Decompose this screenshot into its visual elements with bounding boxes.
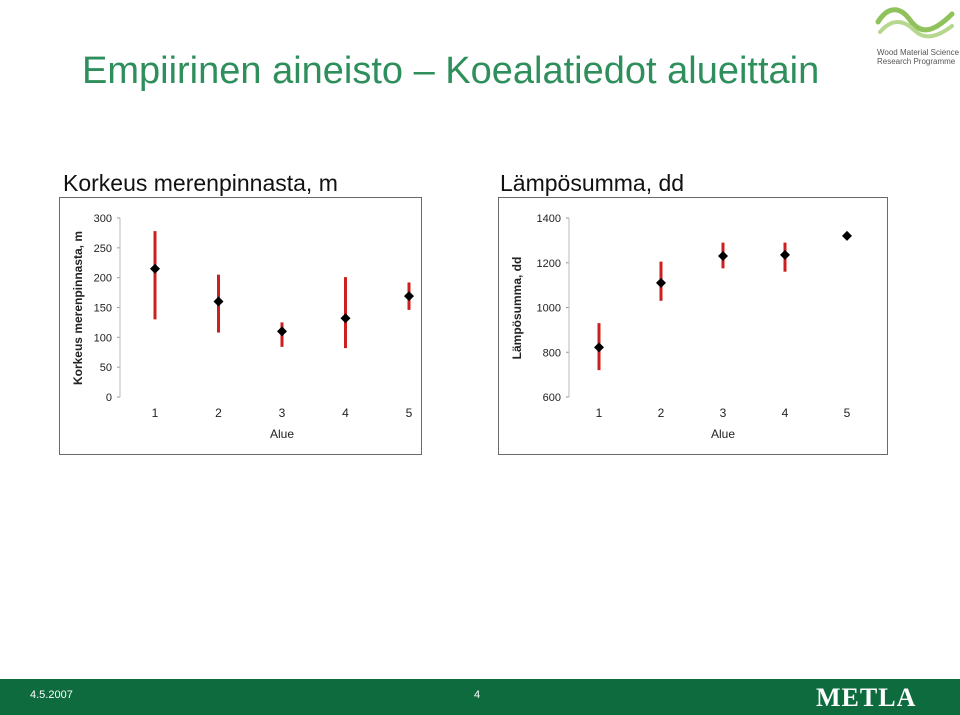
- y-tick-label: 1200: [537, 258, 561, 270]
- y-tick-label: 800: [543, 347, 561, 359]
- chart-heading-heatsum: Lämpösumma, dd: [500, 170, 685, 196]
- data-point: [594, 342, 604, 353]
- y-tick-label: 600: [543, 392, 561, 404]
- data-point: [213, 296, 224, 307]
- page-title: Empiirinen aineisto – Koealatiedot aluei…: [82, 50, 820, 92]
- y-tick-label: 0: [106, 392, 112, 404]
- x-tick-label: 1: [152, 406, 159, 420]
- x-tick-label: 5: [844, 406, 851, 420]
- footer-brand-logo: METLA: [816, 683, 917, 712]
- footer-page-number: 4: [474, 689, 481, 701]
- y-tick-label: 150: [94, 303, 112, 315]
- data-point: [842, 230, 852, 241]
- data-point: [150, 263, 160, 274]
- data-point: [340, 313, 351, 324]
- data-point: [404, 291, 414, 302]
- y-tick-label: 100: [94, 332, 112, 344]
- chart-heading-elevation: Korkeus merenpinnasta, m: [63, 170, 338, 196]
- y-axis-label: Korkeus merenpinnasta, m: [71, 231, 85, 385]
- x-tick-label: 4: [782, 406, 789, 420]
- x-axis-label: Alue: [270, 427, 294, 441]
- elevation-chart: 0 50 100 150 200 250 300 1 2 3 4 5 Alue Korkeus meren…: [71, 213, 414, 441]
- y-tick-label: 200: [94, 273, 112, 285]
- chart-panel-elevation: 0 50 100 150 200 250 300 1 2 3 4 5 Alue Korkeus meren…: [59, 197, 422, 455]
- footer-bar: 4.5.2007 4 METLA: [0, 679, 960, 715]
- y-tick-label: 1400: [537, 213, 561, 225]
- logo-line-2: Research Programme: [877, 57, 956, 66]
- y-tick-label: 50: [100, 362, 112, 374]
- logo-text: Wood Material Science Research Programme: [877, 48, 959, 66]
- x-tick-label: 3: [720, 406, 727, 420]
- footer-date: 4.5.2007: [30, 689, 73, 701]
- data-point: [718, 251, 728, 262]
- logo-line-1: Wood Material Science: [877, 48, 960, 57]
- y-tick-label: 300: [94, 213, 112, 225]
- heatsum-chart: 600 800 1000 1200 1400 1 2 3 4 5 Alue Lämpösumma, d…: [510, 213, 852, 441]
- x-tick-label: 2: [215, 406, 222, 420]
- y-axis-label: Lämpösumma, dd: [510, 257, 524, 360]
- y-tick-label: 250: [94, 243, 112, 255]
- data-point: [780, 249, 790, 260]
- wave-logo-icon: [875, 7, 955, 39]
- data-point: [656, 277, 666, 288]
- x-tick-label: 3: [279, 406, 286, 420]
- y-tick-label: 1000: [537, 303, 561, 315]
- x-tick-label: 2: [658, 406, 665, 420]
- x-axis-label: Alue: [711, 427, 735, 441]
- x-tick-label: 5: [406, 406, 413, 420]
- data-point: [277, 326, 287, 337]
- x-tick-label: 4: [342, 406, 349, 420]
- chart-panel-heatsum: 600 800 1000 1200 1400 1 2 3 4 5 Alue Lämpösumma, d…: [498, 197, 888, 455]
- x-tick-label: 1: [596, 406, 603, 420]
